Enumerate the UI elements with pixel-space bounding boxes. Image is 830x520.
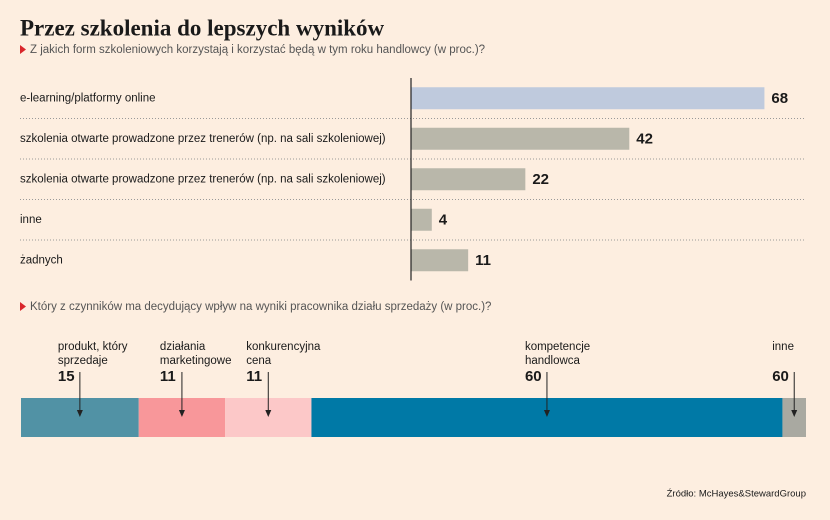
bullet bbox=[20, 302, 26, 311]
value-label: 11 bbox=[475, 252, 491, 269]
value-label: 22 bbox=[532, 171, 549, 188]
bar bbox=[411, 127, 630, 150]
segment-label: działania marketingowe bbox=[159, 341, 232, 367]
pointer-head bbox=[76, 410, 83, 417]
title: Przez szkolenia do lepszych wyników bbox=[20, 15, 385, 40]
bar bbox=[411, 87, 765, 110]
pointer-head bbox=[543, 410, 550, 417]
category-label: żadnych bbox=[20, 254, 63, 266]
bullet bbox=[20, 45, 26, 54]
category-label: szkolenia otwarte prowadzone przez trene… bbox=[20, 173, 386, 185]
segment-label: konkurencyjna cena bbox=[246, 341, 321, 367]
value-label: 4 bbox=[439, 212, 448, 229]
segment-label: produkt, który sprzedaje bbox=[57, 341, 128, 367]
segment-value-label: 60 bbox=[772, 368, 789, 385]
pointer-head bbox=[178, 410, 185, 417]
segment-value-label: 11 bbox=[159, 368, 176, 385]
bar bbox=[411, 168, 526, 191]
subtitle: Z jakich form szkoleniowych korzystają i… bbox=[30, 44, 485, 56]
pointer-head bbox=[265, 410, 272, 417]
bar-segment bbox=[782, 398, 806, 437]
segment-label: inne bbox=[772, 341, 794, 353]
value-label: 68 bbox=[771, 90, 788, 107]
source: Źródło: McHayes&StewardGroup bbox=[667, 489, 806, 500]
category-label: inne bbox=[20, 214, 42, 226]
category-label: szkolenia otwarte prowadzone przez trene… bbox=[20, 133, 386, 145]
subtitle: Który z czynników ma decydujący wpływ na… bbox=[30, 301, 491, 313]
segment-label: kompetencje handlowca bbox=[524, 341, 591, 367]
category-label: e-learning/platformy online bbox=[20, 92, 156, 104]
bar bbox=[411, 208, 432, 231]
segment-value-label: 11 bbox=[246, 368, 263, 385]
bar bbox=[411, 249, 469, 272]
value-label: 42 bbox=[636, 131, 653, 148]
pointer-head bbox=[791, 410, 798, 417]
segment-value-label: 15 bbox=[57, 368, 75, 385]
segment-value-label: 60 bbox=[524, 368, 542, 385]
